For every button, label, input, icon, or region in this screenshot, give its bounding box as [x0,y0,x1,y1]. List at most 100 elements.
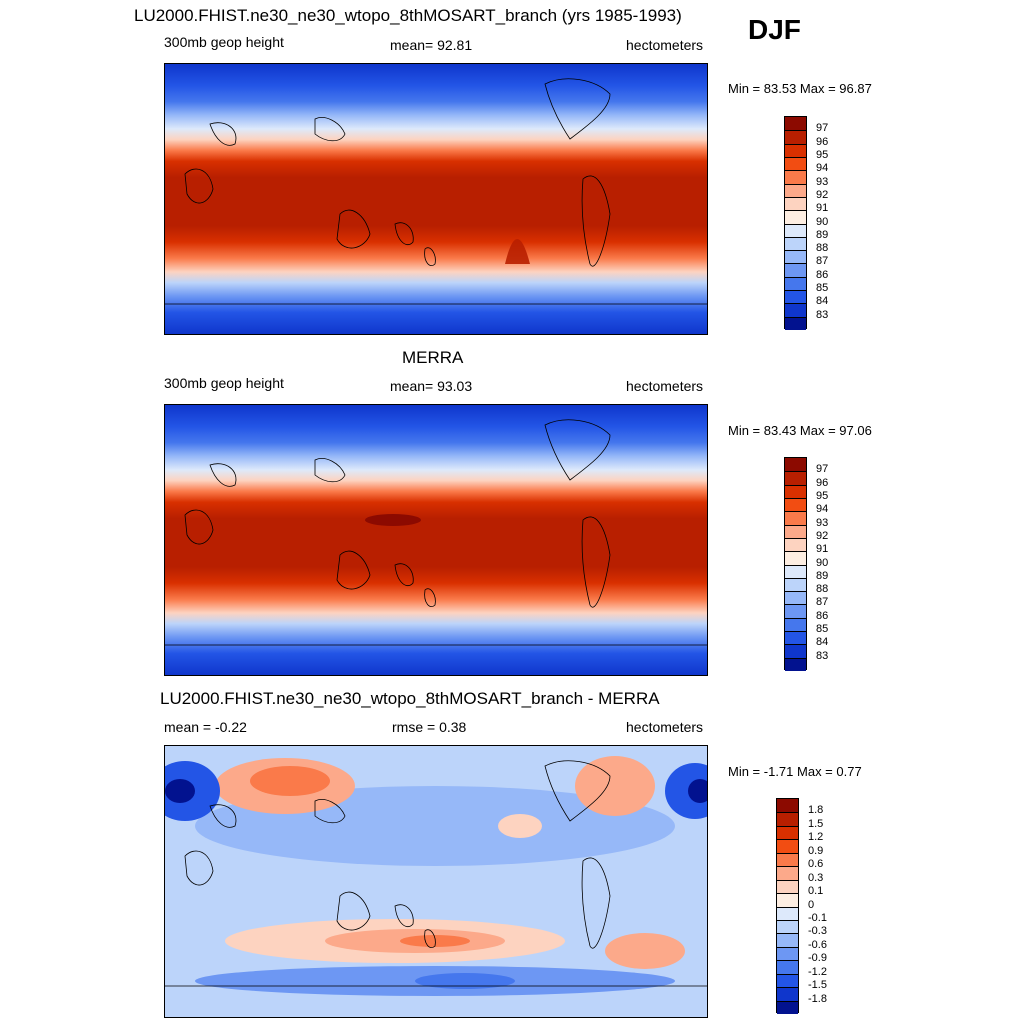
colorbar-tick-label: 0.9 [808,844,824,857]
panel-merra-map [164,404,708,676]
colorbar-segment [785,471,806,485]
colorbar-segment [785,524,806,538]
colorbar-segment [777,987,798,1001]
colorbar-tick-label: -0.1 [808,911,827,924]
colorbar-tick-label: 91 [816,543,829,556]
colorbar-segment [785,604,806,618]
colorbar-tick-label: 89 [816,228,829,241]
colorbar-segment [785,290,806,304]
colorbar-tick-label: 1.5 [808,817,824,830]
colorbar-segment [785,130,806,144]
colorbar-segment [785,537,806,552]
colorbar-tick-label: 92 [816,529,829,542]
colorbar-tick-label: 94 [816,503,829,516]
colorbar-tick-label: 97 [816,122,829,135]
colorbar-segment [785,484,806,498]
colorbar-segment [785,657,806,671]
colorbar-segment [785,551,806,565]
coastlines [165,419,707,646]
panel-merra-colorbar: 97 96 95 94 93 92 91 90 89 88 87 86 85 84 83 [784,457,828,671]
colorbar-segment [785,250,806,264]
colorbar-tick-label: 93 [816,175,829,188]
colorbar-tick-label: -1.2 [808,965,827,978]
colorbar-tick-label: 86 [816,609,829,622]
coastlines [165,760,707,987]
colorbar-tick-label: 85 [816,623,829,636]
colorbar-tick-label: 0.1 [808,885,824,898]
panel-model-minmax: Min = 83.53 Max = 96.87 [728,81,872,96]
colorbar-tick-label: 87 [816,255,829,268]
colorbar-tick-label: 96 [816,135,829,148]
colorbar-segment [785,644,806,658]
colorbar-tick-label: 88 [816,583,829,596]
panel-model-colorbar: 97 96 95 94 93 92 91 90 89 88 87 86 85 84 83 [784,116,828,330]
colorbar-segment [785,497,806,512]
colorbar-segment [785,617,806,632]
colorbar-segment [777,812,798,826]
colorbar-segment [777,933,798,947]
panel-diff-minmax: Min = -1.71 Max = 0.77 [728,764,862,779]
colorbar-segment [785,210,806,224]
colorbar-segment [785,564,806,578]
colorbar-tick-label: -0.3 [808,925,827,938]
panel-diff-colorbar: 1.8 1.5 1.2 0.9 0.6 0.3 0.1 0 -0.1 -0.3 -0.6 -0.9 -1… [776,798,827,1014]
colorbar-tick-label: 0.6 [808,858,824,871]
colorbar-segment [785,591,806,605]
colorbar-segment [777,893,798,907]
colorbar-segment [785,143,806,157]
colorbar-tick-label: 92 [816,188,829,201]
colorbar-segment [785,117,806,131]
colorbar-tick-label: 94 [816,162,829,175]
colorbar-tick-label: -0.9 [808,952,827,965]
colorbar-segment [777,946,798,961]
colorbar-segment [785,631,806,645]
panel-model-variable-label: 300mb geop height [164,34,284,50]
colorbar-segment [785,458,806,472]
panel-merra-mean-label: mean= 93.03 [390,378,473,394]
colorbar-tick-label: 96 [816,476,829,489]
colorbar-tick-label: 0 [808,898,815,911]
colorbar-tick-label: 90 [816,556,829,569]
colorbar-tick-label: 90 [816,215,829,228]
colorbar-segment [785,236,806,251]
colorbar-segment [785,196,806,211]
panel-merra-units-label: hectometers [626,378,704,394]
colorbar-box [776,798,799,1014]
colorbar-tick-label: 91 [816,202,829,215]
colorbar-tick-label: 84 [816,295,829,308]
colorbar-segment [777,919,798,934]
colorbar-segment [777,906,798,920]
coastlines [165,78,707,305]
colorbar-segment [777,960,798,974]
colorbar-segment [785,223,806,237]
colorbar-segment [785,156,806,171]
colorbar-segment [785,183,806,197]
colorbar-segment [777,879,798,894]
colorbar-tick-label: 89 [816,569,829,582]
colorbar-segment [785,511,806,525]
colorbar-tick-label: -0.6 [808,938,827,951]
colorbar-segment [777,825,798,840]
colorbar-tick-label: -1.8 [808,992,827,1005]
colorbar-tick-label: 85 [816,282,829,295]
panel-model-map [164,63,708,335]
colorbar-segment [785,170,806,184]
colorbar-tick-label: 86 [816,268,829,281]
panel-diff-title: LU2000.FHIST.ne30_ne30_wtopo_8thMOSART_b… [160,689,660,708]
colorbar-box [784,116,807,330]
colorbar-tick-label: 93 [816,516,829,529]
season-label: DJF [748,14,801,45]
colorbar-tick-label: 83 [816,649,829,662]
colorbar-box [784,457,807,671]
panel-diff-rmse-label: rmse = 0.38 [392,719,467,735]
panel-merra-minmax: Min = 83.43 Max = 97.06 [728,423,872,438]
colorbar-tick-label: 83 [816,308,829,321]
panel-diff-mean-label: mean = -0.22 [164,719,247,735]
colorbar-segment [785,263,806,277]
colorbar-segment [777,973,798,988]
colorbar-tick-label: 88 [816,242,829,255]
colorbar-segment [785,276,806,291]
panel-model-units-label: hectometers [626,37,704,53]
colorbar-tick-label: 1.2 [808,831,824,844]
colorbar-tick-label: 1.8 [808,804,824,817]
